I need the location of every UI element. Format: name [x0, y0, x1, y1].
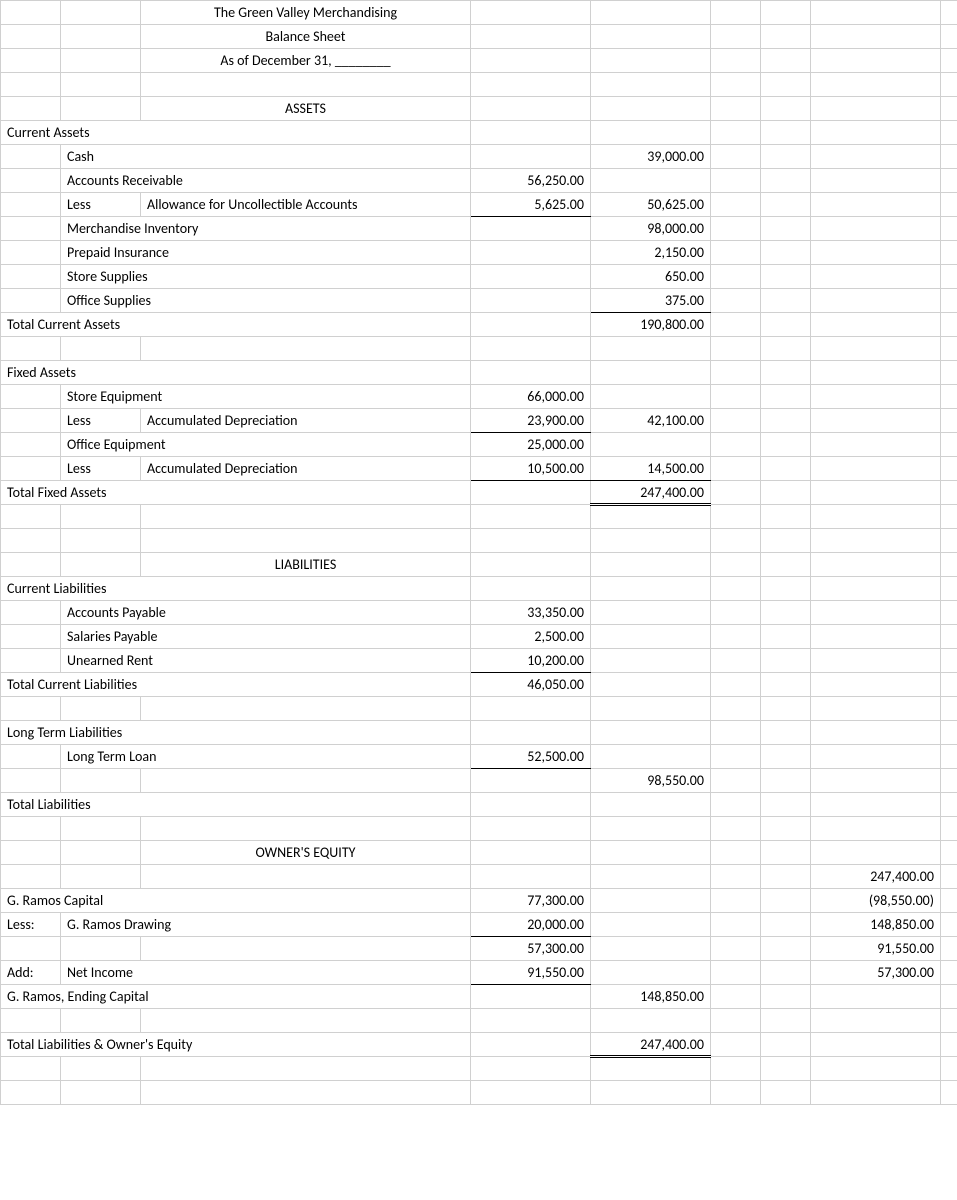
- assets-section-row: ASSETS: [1, 97, 957, 121]
- liabilities-heading: LIABILITIES: [141, 553, 471, 577]
- side-liab-neg: (98,550.00): [811, 889, 941, 913]
- total-fixed-assets-value: 247,400.00: [591, 481, 711, 505]
- merch-inv-label: Merchandise Inventory: [61, 217, 471, 241]
- fixed-assets-label: Fixed Assets: [1, 361, 471, 385]
- long-term-liab-label: Long Term Liabilities: [1, 721, 471, 745]
- store-equip-net-value: 42,100.00: [591, 409, 711, 433]
- report-title: Balance Sheet: [141, 25, 471, 49]
- allowance-value: 5,625.00: [471, 193, 591, 217]
- as-of-date: As of December 31, ________: [141, 49, 471, 73]
- office-equip-net-value: 14,500.00: [591, 457, 711, 481]
- header-date-row: As of December 31, ________: [1, 49, 957, 73]
- side-net-income: 91,550.00: [811, 937, 941, 961]
- store-supplies-label: Store Supplies: [61, 265, 471, 289]
- sal-payable-value: 2,500.00: [471, 625, 591, 649]
- long-term-loan-value: 52,500.00: [471, 745, 591, 769]
- ramos-drawing-value: 20,000.00: [471, 913, 591, 937]
- ar-net-value: 50,625.00: [591, 193, 711, 217]
- ramos-capital-value: 77,300.00: [471, 889, 591, 913]
- company-name: The Green Valley Merchandising: [141, 1, 471, 25]
- balance-sheet-table: The Green Valley Merchandising Balance S…: [0, 0, 957, 1105]
- total-current-assets-value: 190,800.00: [591, 313, 711, 337]
- store-equip-label: Store Equipment: [61, 385, 471, 409]
- header-company-row: The Green Valley Merchandising: [1, 1, 957, 25]
- add-colon-label: Add:: [1, 961, 61, 985]
- net-income-value: 91,550.00: [471, 961, 591, 985]
- unearned-rent-label: Unearned Rent: [61, 649, 471, 673]
- store-supplies-value: 650.00: [591, 265, 711, 289]
- sal-payable-label: Salaries Payable: [61, 625, 471, 649]
- prepaid-ins-label: Prepaid Insurance: [61, 241, 471, 265]
- ap-label: Accounts Payable: [61, 601, 471, 625]
- side-total-assets: 247,400.00: [811, 865, 941, 889]
- ramos-drawing-label: G. Ramos Drawing: [61, 913, 471, 937]
- office-dep-value: 10,500.00: [471, 457, 591, 481]
- unearned-rent-value: 10,200.00: [471, 649, 591, 673]
- ramos-capital-label: G. Ramos Capital: [1, 889, 471, 913]
- capital-subtotal-value: 57,300.00: [471, 937, 591, 961]
- header-report-row: Balance Sheet: [1, 25, 957, 49]
- store-equip-value: 66,000.00: [471, 385, 591, 409]
- side-capital-sub: 57,300.00: [811, 961, 941, 985]
- current-liab-label: Current Liabilities: [1, 577, 471, 601]
- prepaid-ins-value: 2,150.00: [591, 241, 711, 265]
- assets-heading: ASSETS: [141, 97, 471, 121]
- office-supplies-value: 375.00: [591, 289, 711, 313]
- long-term-loan-label: Long Term Loan: [61, 745, 471, 769]
- total-current-liab-value: 46,050.00: [471, 673, 591, 697]
- total-liab-equity-value: 247,400.00: [591, 1033, 711, 1057]
- ar-label: Accounts Receivable: [61, 169, 471, 193]
- accum-dep-label-2: Accumulated Depreciation: [141, 457, 471, 481]
- total-liab-equity-label: Total Liabilities & Owner's Equity: [1, 1033, 471, 1057]
- ramos-ending-label: G. Ramos, Ending Capital: [1, 985, 471, 1009]
- equity-heading: OWNER'S EQUITY: [141, 841, 471, 865]
- current-assets-label: Current Assets: [1, 121, 471, 145]
- cash-value: 39,000.00: [591, 145, 711, 169]
- office-equip-label: Office Equipment: [61, 433, 471, 457]
- ramos-ending-value: 148,850.00: [591, 985, 711, 1009]
- less-colon-label: Less:: [1, 913, 61, 937]
- total-current-assets-label: Total Current Assets: [1, 313, 471, 337]
- office-supplies-label: Office Supplies: [61, 289, 471, 313]
- liabilities-section-row: LIABILITIES: [1, 553, 957, 577]
- total-fixed-assets-label: Total Fixed Assets: [1, 481, 471, 505]
- merch-inv-value: 98,000.00: [591, 217, 711, 241]
- office-equip-value: 25,000.00: [471, 433, 591, 457]
- less-label-3: Less: [61, 457, 141, 481]
- store-dep-value: 23,900.00: [471, 409, 591, 433]
- less-label: Less: [61, 193, 141, 217]
- ap-value: 33,350.00: [471, 601, 591, 625]
- accum-dep-label-1: Accumulated Depreciation: [141, 409, 471, 433]
- allowance-label: Allowance for Uncollectible Accounts: [141, 193, 471, 217]
- ar-value: 56,250.00: [471, 169, 591, 193]
- total-liab-label: Total Liabilities: [1, 793, 471, 817]
- side-equity: 148,850.00: [811, 913, 941, 937]
- liab-total-value: 98,550.00: [591, 769, 711, 793]
- total-current-liab-label: Total Current Liabilities: [1, 673, 471, 697]
- less-label-2: Less: [61, 409, 141, 433]
- net-income-label: Net Income: [61, 961, 471, 985]
- equity-section-row: OWNER'S EQUITY: [1, 841, 957, 865]
- cash-label: Cash: [61, 145, 471, 169]
